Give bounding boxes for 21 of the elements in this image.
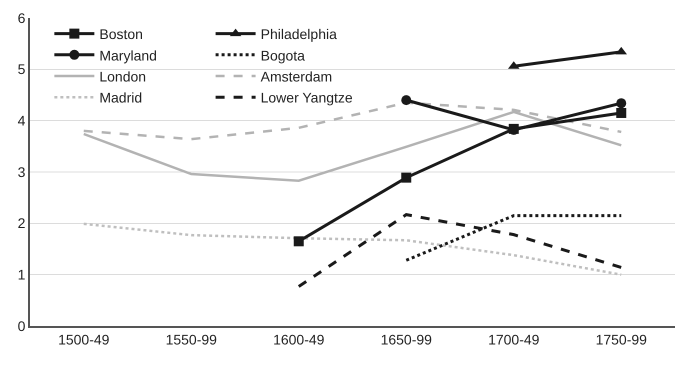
legend-label: Boston — [99, 26, 143, 42]
y-tick-label: 5 — [18, 61, 26, 78]
x-tick-label: 1650-99 — [380, 332, 432, 348]
x-tick-label: 1600-49 — [273, 332, 325, 348]
y-tick-label: 6 — [18, 10, 26, 26]
y-tick-label: 2 — [18, 215, 26, 232]
legend-label: Lower Yangtze — [260, 90, 353, 106]
x-tick-label: 1550-99 — [166, 332, 218, 348]
x-tick-label: 1700-49 — [488, 332, 540, 348]
legend-label: Philadelphia — [260, 26, 338, 42]
legend-label: Amsterdam — [260, 68, 332, 84]
y-tick-label: 3 — [18, 164, 26, 180]
x-tick-label: 1500-49 — [58, 332, 110, 348]
y-tick-label: 1 — [18, 266, 26, 283]
y-tick-label: 0 — [18, 318, 26, 334]
legend-label: Bogota — [260, 47, 306, 64]
y-tick-label: 4 — [18, 112, 26, 129]
legend-label: Madrid — [99, 90, 142, 106]
legend-label: London — [99, 68, 146, 84]
x-tick-label: 1750-99 — [596, 332, 648, 348]
legend-label: Maryland — [99, 47, 157, 64]
